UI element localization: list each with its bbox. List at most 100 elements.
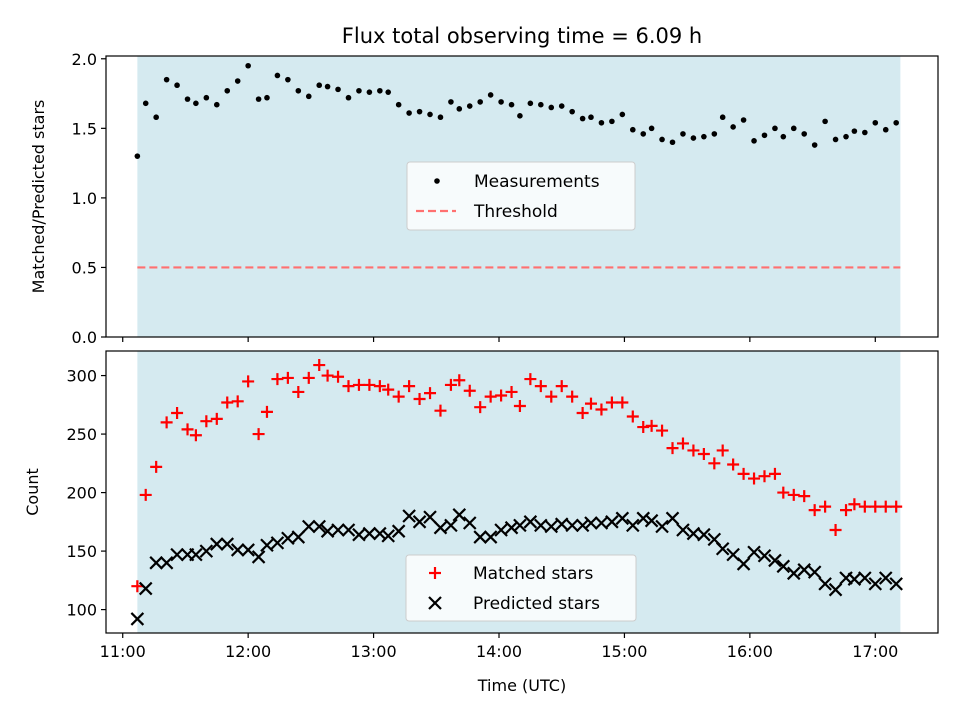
matched-stars-point bbox=[332, 370, 345, 383]
y-tick-label: 100 bbox=[66, 601, 97, 620]
y-tick-label: 0.5 bbox=[72, 258, 97, 277]
predicted-stars-point bbox=[665, 511, 680, 526]
predicted-stars-point bbox=[220, 537, 235, 551]
legend-measurements-marker bbox=[434, 178, 440, 184]
matched-stars-point bbox=[676, 437, 689, 450]
matched-stars-point bbox=[555, 380, 568, 393]
matched-stars-point bbox=[869, 500, 882, 513]
ratio-legend-box bbox=[406, 161, 636, 231]
matched-stars-point bbox=[453, 374, 466, 387]
matched-stars-point bbox=[181, 423, 194, 436]
count-panel: 100 150 200 250 300 11:00 12:00 13:00 14:00 15:00… bbox=[23, 350, 939, 695]
measurement-point bbox=[203, 94, 210, 101]
measurement-point bbox=[316, 82, 323, 89]
x-tick-label: 13:00 bbox=[351, 642, 397, 661]
predicted-stars-point bbox=[747, 545, 761, 560]
matched-stars-point bbox=[260, 405, 273, 418]
matched-stars-point bbox=[242, 375, 255, 388]
predicted-stars-point bbox=[768, 553, 782, 568]
y-tick-label: 150 bbox=[66, 542, 97, 561]
matched-stars-point bbox=[626, 410, 639, 423]
matched-stars-point bbox=[798, 490, 811, 503]
matched-stars-point bbox=[252, 428, 265, 441]
predicted-stars-point bbox=[697, 527, 711, 542]
matched-stars-point bbox=[616, 396, 629, 409]
predicted-stars-point bbox=[565, 518, 579, 533]
measurement-point bbox=[345, 94, 352, 101]
matched-stars-point bbox=[302, 371, 315, 384]
count-legend-box bbox=[405, 554, 637, 622]
predicted-stars-point bbox=[444, 518, 458, 533]
matched-stars-point bbox=[605, 396, 618, 409]
measurement-point bbox=[579, 115, 586, 122]
predicted-stars-point bbox=[615, 511, 630, 526]
predicted-stars-point bbox=[159, 556, 174, 570]
matched-stars-point bbox=[271, 373, 284, 386]
predicted-stars-point bbox=[312, 519, 327, 534]
matched-stars-point bbox=[595, 403, 608, 416]
matched-stars-point bbox=[858, 500, 871, 513]
predicted-stars-point bbox=[423, 510, 437, 524]
matched-stars-point bbox=[584, 397, 597, 410]
x-tick-label: 15:00 bbox=[601, 642, 647, 661]
measurement-point bbox=[508, 101, 515, 108]
matched-stars-point bbox=[210, 412, 223, 425]
measurement-point bbox=[498, 99, 504, 105]
matched-stars-point bbox=[392, 390, 405, 403]
predicted-stars-point bbox=[241, 543, 255, 557]
matched-stars-point bbox=[342, 380, 355, 393]
measurement-point bbox=[790, 125, 797, 132]
x-tick-label: 17:00 bbox=[852, 642, 898, 661]
axes-frame bbox=[105, 55, 939, 338]
count-legend: Matched stars Predicted stars bbox=[405, 554, 637, 622]
predicted-stars-point bbox=[230, 543, 245, 557]
matched-stars-point bbox=[879, 500, 892, 513]
matched-stars-point bbox=[637, 421, 650, 434]
measurement-point bbox=[640, 131, 647, 137]
matched-stars-point bbox=[787, 488, 800, 501]
measurement-point bbox=[538, 101, 544, 108]
matched-stars-point bbox=[495, 389, 508, 402]
measurement-point bbox=[872, 119, 879, 126]
matched-stars-point bbox=[829, 524, 842, 537]
measurement-point bbox=[588, 114, 594, 121]
measurement-point bbox=[356, 87, 362, 94]
measurement-point bbox=[648, 125, 655, 132]
predicted-stars-point bbox=[786, 566, 801, 581]
predicted-stars-point bbox=[331, 523, 345, 537]
predicted-stars-point bbox=[736, 557, 751, 571]
matched-stars-point bbox=[666, 442, 679, 455]
measurement-point bbox=[680, 131, 686, 137]
matched-stars-point bbox=[281, 371, 294, 384]
matched-stars-point bbox=[505, 385, 518, 398]
measurement-point bbox=[335, 86, 341, 93]
matched-stars-point bbox=[413, 392, 426, 405]
legend-threshold-label: Threshold bbox=[473, 202, 558, 222]
predicted-stars-point bbox=[575, 518, 590, 533]
measurement-point bbox=[285, 76, 291, 83]
matched-stars-point bbox=[434, 404, 447, 417]
measurement-point bbox=[385, 89, 392, 95]
matched-stars-point bbox=[352, 378, 365, 391]
matched-stars-point bbox=[231, 395, 244, 408]
predicted-stars-point bbox=[149, 556, 163, 570]
measurement-point bbox=[862, 129, 868, 136]
predicted-stars-point bbox=[584, 516, 598, 530]
matched-stars-point bbox=[576, 407, 589, 420]
measurement-point bbox=[213, 101, 220, 108]
matched-stars-point bbox=[313, 359, 326, 372]
predicted-stars-point bbox=[189, 547, 203, 562]
measurement-point bbox=[690, 135, 697, 141]
measurement-point bbox=[669, 139, 676, 146]
matched-stars-point bbox=[545, 390, 558, 403]
measurement-point bbox=[406, 110, 412, 116]
measurement-point bbox=[882, 126, 889, 133]
measurement-point bbox=[517, 113, 523, 119]
matched-stars-point bbox=[513, 399, 526, 412]
measurement-point bbox=[448, 99, 454, 105]
x-tick-label: 16:00 bbox=[727, 642, 773, 661]
measurement-point bbox=[305, 93, 312, 100]
predicted-stars-point bbox=[260, 538, 274, 553]
predicted-stars-point bbox=[251, 550, 266, 564]
matched-stars-point bbox=[777, 486, 790, 499]
